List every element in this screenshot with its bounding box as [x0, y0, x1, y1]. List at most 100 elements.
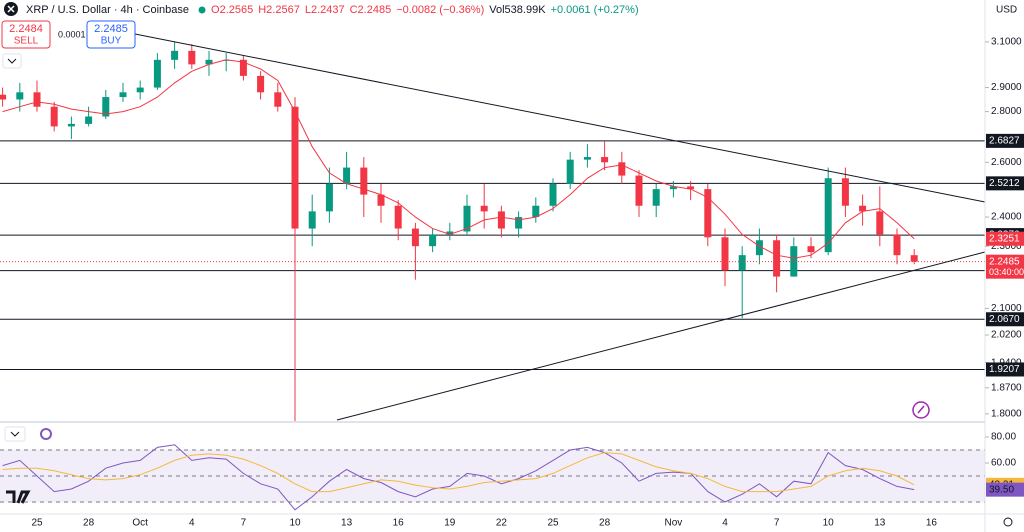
sell-label[interactable]: SELL	[14, 36, 39, 47]
indicator-icon[interactable]	[40, 428, 52, 440]
sell-button[interactable]	[1, 20, 51, 49]
market-status	[198, 6, 206, 14]
x-tick-label: 28	[599, 518, 611, 529]
level-tag: 2.6827	[989, 136, 1020, 147]
y-tick-label: 2.1000	[991, 303, 1022, 314]
assistant-icon-mark	[917, 405, 925, 414]
moving-average-tag-bg	[986, 231, 1024, 246]
ohlc-value: C2.2485	[350, 4, 392, 16]
candle-body	[704, 189, 712, 238]
candle-body	[480, 205, 488, 212]
level-tag: 2.0670	[989, 314, 1020, 325]
candle-body	[429, 234, 437, 247]
candle-body	[738, 255, 746, 271]
y-tick-label: 2.8000	[991, 106, 1022, 117]
y-tick-label: 3.1000	[991, 37, 1022, 48]
y-tick-label: 80.00	[991, 432, 1016, 443]
x-tick-label: 4	[189, 518, 195, 529]
candle-body	[566, 159, 574, 184]
y-tick-label: 1.8000	[991, 409, 1022, 420]
y-tick-label: 2.4000	[991, 212, 1022, 223]
candle-body	[394, 205, 402, 229]
candle-body	[876, 211, 884, 235]
candle-body	[910, 255, 918, 262]
symbol-logo-mark	[7, 5, 15, 13]
x-tick-label: 10	[289, 518, 301, 529]
candle-body	[618, 162, 626, 176]
y-tick-label: 1.8700	[991, 382, 1022, 393]
candle-body	[257, 75, 265, 93]
ohlc-value: H2.2567	[258, 4, 300, 16]
x-tick-label: 22	[496, 518, 508, 529]
buy-button[interactable]	[86, 20, 136, 49]
candle-body	[824, 178, 832, 253]
candle-body	[85, 116, 93, 124]
symbol-title: XRP / U.S. Dollar · 4h · Coinbase	[26, 4, 189, 16]
y-tick-label: 60.00	[991, 458, 1016, 469]
level-tag-bg	[986, 176, 1024, 191]
candle-body	[274, 92, 282, 107]
rsi-line	[2, 444, 915, 511]
sell-price[interactable]: 2.2484	[9, 23, 43, 35]
candle-body	[188, 50, 196, 65]
buy-price[interactable]: 2.2485	[94, 23, 128, 35]
candle-body	[721, 237, 729, 271]
ohlc-value: L2.2437	[305, 4, 345, 16]
x-tick-label: 16	[926, 518, 938, 529]
candle-body	[308, 211, 316, 229]
collapse-icon	[7, 58, 17, 64]
candle-body	[893, 234, 901, 256]
x-tick-label: 19	[444, 518, 456, 529]
trend-line-resistance	[134, 33, 986, 203]
level-tag-bg	[986, 362, 1024, 377]
candle-body	[601, 157, 609, 163]
y-tick-label: 2.3000	[991, 241, 1022, 252]
candle-body	[411, 228, 419, 247]
x-tick-label: 25	[31, 518, 43, 529]
candle-body	[222, 59, 230, 61]
x-tick-label: 13	[874, 518, 886, 529]
candle-body	[16, 92, 24, 100]
x-tick-label: Nov	[665, 518, 683, 529]
moving-average	[2, 59, 915, 259]
x-tick-label: 7	[241, 518, 247, 529]
candle-body	[532, 205, 540, 218]
pane-collapse-icon	[10, 431, 20, 437]
candle-body	[635, 175, 643, 206]
candle-body	[239, 59, 247, 76]
candle-body	[119, 92, 127, 98]
candle-body	[755, 240, 763, 256]
x-tick-label: 4	[722, 518, 728, 529]
x-tick-label: 28	[83, 518, 95, 529]
candle-body	[377, 194, 385, 206]
header: XRP / U.S. Dollar · 4h · Coinbase O2.2565…	[26, 4, 639, 16]
last-price-tag-bg	[986, 254, 1024, 279]
candle-body	[669, 186, 677, 190]
last-price-tag: 2.2485	[989, 256, 1020, 267]
volume: Vol538.99K	[489, 4, 546, 16]
candle-body	[446, 231, 454, 235]
assistant-icon[interactable]	[912, 401, 930, 419]
candle-body	[102, 97, 110, 117]
x-tick-label: 13	[341, 518, 353, 529]
rsi-band	[0, 449, 985, 502]
candle-body	[463, 205, 471, 232]
collapse-button[interactable]	[2, 53, 22, 69]
buy-label[interactable]: BUY	[101, 36, 122, 47]
candle-body	[652, 189, 660, 206]
y-tick-label: 2.6000	[991, 157, 1022, 168]
candle-body	[859, 205, 867, 212]
candle-body	[807, 246, 815, 253]
settings-icon[interactable]	[1003, 517, 1013, 527]
countdown: 03:40:00	[989, 267, 1024, 277]
candle-body	[67, 123, 75, 127]
candle-body	[343, 167, 351, 184]
pane-collapse-button[interactable]	[4, 426, 26, 442]
candle-body	[549, 183, 557, 206]
plot-area	[0, 41, 985, 511]
moving-average-tag: 2.3251	[989, 233, 1020, 244]
level-tag: 2.5212	[989, 178, 1020, 189]
